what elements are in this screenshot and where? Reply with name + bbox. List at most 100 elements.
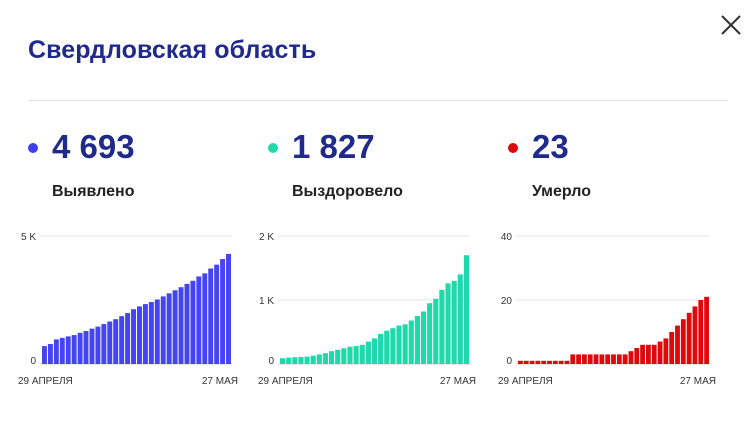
bar	[292, 357, 298, 364]
y-tick-label: 0	[506, 356, 512, 367]
bar	[420, 311, 427, 364]
bar	[541, 360, 547, 364]
bar	[365, 341, 371, 364]
bar	[95, 326, 101, 364]
bar	[552, 360, 558, 364]
bar	[329, 351, 335, 364]
bar	[347, 346, 353, 364]
close-icon[interactable]	[718, 12, 744, 38]
header-divider	[28, 100, 728, 101]
bar	[582, 354, 587, 364]
chart-confirmed: 0 5 K 29 АПРЕЛЯ 27 МАЯ	[18, 226, 238, 391]
bar	[125, 313, 131, 364]
bar	[547, 360, 552, 364]
bar	[378, 333, 384, 364]
deaths-label: Умерло	[532, 183, 591, 200]
bar	[680, 319, 686, 364]
bar	[692, 306, 698, 364]
bar	[148, 302, 154, 364]
y-tick-label: 0	[30, 356, 36, 367]
bar	[640, 344, 645, 364]
y-tick-label: 0	[268, 356, 274, 367]
confirmed-dot-icon	[28, 143, 38, 153]
x-start-label: 29 АПРЕЛЯ	[258, 376, 313, 387]
chart-recovered: 0 1 K 2 K 29 АПРЕЛЯ 27 МАЯ	[258, 226, 483, 391]
bar	[335, 349, 341, 364]
bar	[42, 346, 47, 364]
bar	[184, 283, 190, 364]
x-start-label: 29 АПРЕЛЯ	[18, 376, 73, 387]
bar	[83, 330, 89, 364]
bar	[576, 354, 581, 364]
chart-recovered-svg: 0 1 K 2 K 29 АПРЕЛЯ 27 МАЯ	[258, 232, 476, 387]
recovered-label: Выздоровело	[292, 183, 403, 200]
bar	[570, 354, 576, 364]
bar	[166, 293, 172, 364]
bar	[535, 360, 541, 364]
bar	[220, 259, 226, 364]
bar	[529, 360, 535, 364]
bar	[71, 335, 77, 364]
bar	[433, 298, 439, 364]
bar	[137, 306, 142, 364]
bar	[202, 273, 208, 364]
bar	[408, 320, 414, 364]
bar	[59, 337, 65, 364]
bar	[704, 296, 709, 364]
bar	[402, 324, 408, 364]
bar	[196, 276, 202, 364]
page-title: Свердловская область	[28, 36, 317, 64]
bar	[65, 336, 71, 364]
bar	[657, 341, 663, 364]
bar	[439, 289, 445, 364]
bar	[390, 328, 396, 364]
chart-confirmed-svg: 0 5 K 29 АПРЕЛЯ 27 МАЯ	[18, 232, 238, 387]
bar	[280, 358, 286, 364]
bar	[298, 356, 304, 364]
bar	[564, 360, 570, 364]
x-end-label: 27 МАЯ	[680, 376, 716, 387]
bar	[190, 280, 196, 364]
deaths-dot-icon	[508, 143, 518, 153]
bar	[371, 338, 378, 364]
bar	[341, 348, 347, 364]
bar	[663, 338, 669, 364]
x-end-label: 27 МАЯ	[440, 376, 476, 387]
bar	[304, 356, 310, 364]
bar	[101, 324, 107, 364]
bar	[208, 268, 214, 364]
bar	[558, 360, 564, 364]
chart-deaths: 0 20 40 29 АПРЕЛЯ 27 МАЯ	[498, 226, 723, 391]
bar	[316, 354, 322, 364]
bar	[593, 354, 599, 364]
bar	[686, 312, 692, 364]
x-end-label: 27 МАЯ	[202, 376, 238, 387]
y-tick-label: 40	[501, 232, 513, 243]
bar	[523, 360, 529, 364]
bar	[172, 290, 178, 364]
bar	[53, 339, 59, 364]
y-tick-label: 20	[501, 296, 513, 307]
bar	[89, 328, 95, 364]
bar	[77, 332, 83, 364]
bar	[675, 325, 680, 364]
bar	[322, 353, 329, 364]
bar	[414, 316, 420, 364]
bar	[669, 332, 675, 364]
bar	[622, 354, 628, 364]
bar	[616, 354, 622, 364]
bar	[628, 351, 634, 364]
bar	[396, 325, 402, 364]
bar	[142, 304, 148, 364]
bar	[384, 330, 390, 364]
bar	[131, 309, 136, 364]
bar	[651, 344, 657, 364]
bar	[214, 264, 220, 364]
bar	[698, 300, 704, 364]
bar	[353, 346, 359, 364]
bar	[160, 296, 166, 364]
bar	[113, 319, 119, 364]
bar	[518, 360, 523, 364]
confirmed-value: 4 693	[52, 128, 135, 165]
bar	[605, 354, 611, 364]
